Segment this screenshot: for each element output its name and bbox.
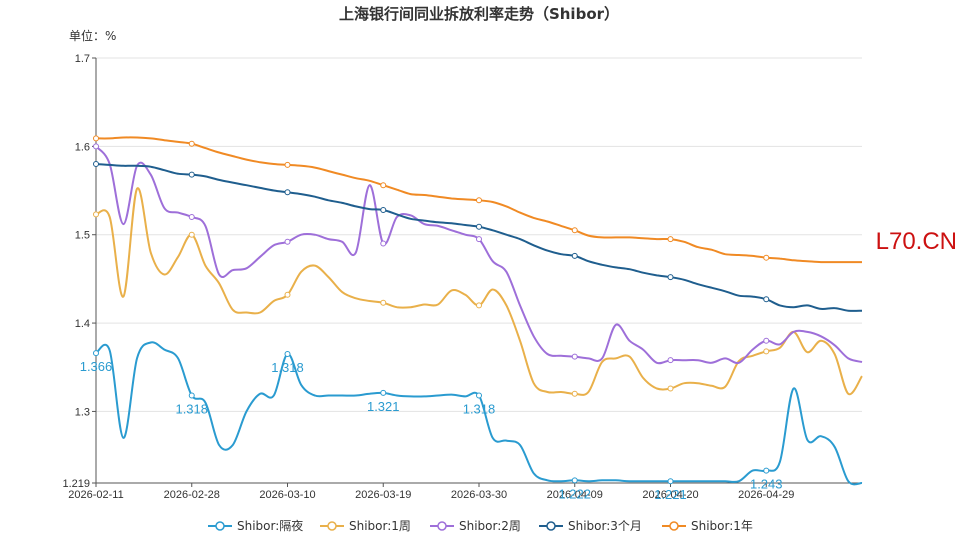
data-point — [667, 478, 674, 485]
data-labels: 1.366 1.318 1.318 1.321 1.318 1.222 1.221 1.243 — [80, 359, 783, 502]
data-point — [93, 135, 99, 142]
data-point — [571, 353, 578, 360]
data-point — [476, 392, 482, 399]
data-point — [93, 211, 99, 218]
data-point — [380, 299, 387, 306]
data-point — [93, 350, 99, 357]
data-point — [763, 254, 770, 261]
legend-label: Shibor:隔夜 — [237, 518, 303, 533]
data-point — [763, 296, 770, 303]
x-tick-label: 2026-03-19 — [355, 489, 411, 501]
y-tick-label: 1.6 — [75, 141, 90, 153]
data-point — [284, 189, 291, 196]
data-point — [93, 143, 99, 150]
data-point — [476, 223, 482, 230]
chart-title: 上海银行间同业拆放利率走势（Shibor） — [339, 5, 619, 23]
data-point — [284, 238, 291, 245]
axes: 1.219 1.3 1.4 1.5 1.6 1.7 2026-02-11 2026-02-28… — [62, 53, 862, 501]
legend-item-3[interactable]: Shibor:3个月 — [539, 519, 642, 533]
data-point — [763, 337, 770, 344]
legend-label: Shibor:1年 — [691, 519, 753, 533]
x-tick-label: 2026-03-10 — [259, 489, 315, 501]
watermark-text: L70.CN — [876, 228, 957, 255]
legend-marker — [669, 521, 679, 531]
x-tick-label: 2026-04-29 — [738, 489, 794, 501]
data-point — [380, 389, 387, 396]
data-label: 1.318 — [463, 402, 496, 417]
data-point — [284, 161, 291, 168]
data-label: 1.318 — [271, 360, 304, 375]
x-tick-label: 2026-04-09 — [547, 489, 603, 501]
data-label: 1.321 — [367, 399, 400, 414]
data-point — [476, 236, 482, 243]
legend-marker — [437, 521, 447, 531]
data-point — [188, 214, 195, 221]
legend-label: Shibor:2周 — [459, 519, 521, 533]
data-point — [380, 240, 387, 247]
legend-item-4[interactable]: Shibor:1年 — [662, 519, 753, 533]
series-line-1 — [95, 187, 863, 396]
data-label: 1.366 — [80, 359, 113, 374]
data-point — [476, 302, 482, 309]
data-point — [667, 385, 674, 392]
y-tick-label: 1.219 — [62, 478, 90, 490]
legend-label: Shibor:1周 — [349, 519, 411, 533]
legend-marker — [546, 521, 556, 531]
data-point — [571, 477, 578, 484]
data-point — [667, 357, 674, 364]
data-point — [380, 206, 387, 213]
legend-item-2[interactable]: Shibor:2周 — [430, 519, 521, 533]
series-lines — [93, 135, 863, 486]
y-tick-label: 1.4 — [75, 318, 90, 330]
data-point — [667, 236, 674, 243]
data-point — [284, 291, 291, 298]
legend[interactable]: Shibor:隔夜 Shibor:1周 Shibor:2周 Shibor:3个月 Shi… — [208, 518, 753, 533]
data-label: 1.318 — [175, 402, 208, 417]
y-tick-label: 1.5 — [75, 230, 90, 242]
legend-label: Shibor:3个月 — [568, 519, 642, 533]
data-label: 1.221 — [654, 487, 687, 502]
data-point — [667, 274, 674, 281]
legend-marker — [327, 521, 337, 531]
data-point — [763, 467, 770, 474]
data-label: 1.222 — [558, 486, 591, 501]
x-tick-label: 2026-04-20 — [642, 489, 698, 501]
data-point — [571, 227, 578, 234]
x-tick-label: 2026-02-11 — [68, 489, 123, 501]
data-point — [188, 171, 195, 178]
data-point — [476, 197, 482, 204]
legend-item-0[interactable]: Shibor:隔夜 — [208, 518, 303, 533]
data-point — [284, 350, 291, 357]
data-label: 1.243 — [750, 477, 783, 492]
grid-lines — [96, 57, 862, 412]
data-point — [188, 392, 195, 399]
data-point — [571, 390, 578, 397]
y-tick-label: 1.7 — [75, 53, 90, 65]
data-point — [380, 182, 387, 189]
y-tick-label: 1.3 — [75, 406, 90, 418]
data-point — [763, 348, 770, 355]
x-tick-label: 2026-02-28 — [164, 489, 220, 501]
data-point — [188, 231, 195, 238]
data-point — [93, 161, 99, 168]
x-tick-label: 2026-03-30 — [451, 489, 507, 501]
legend-marker — [215, 521, 225, 531]
legend-item-1[interactable]: Shibor:1周 — [320, 519, 411, 533]
data-point — [188, 140, 195, 147]
unit-label: 单位：% — [69, 28, 116, 43]
data-point — [571, 252, 578, 259]
